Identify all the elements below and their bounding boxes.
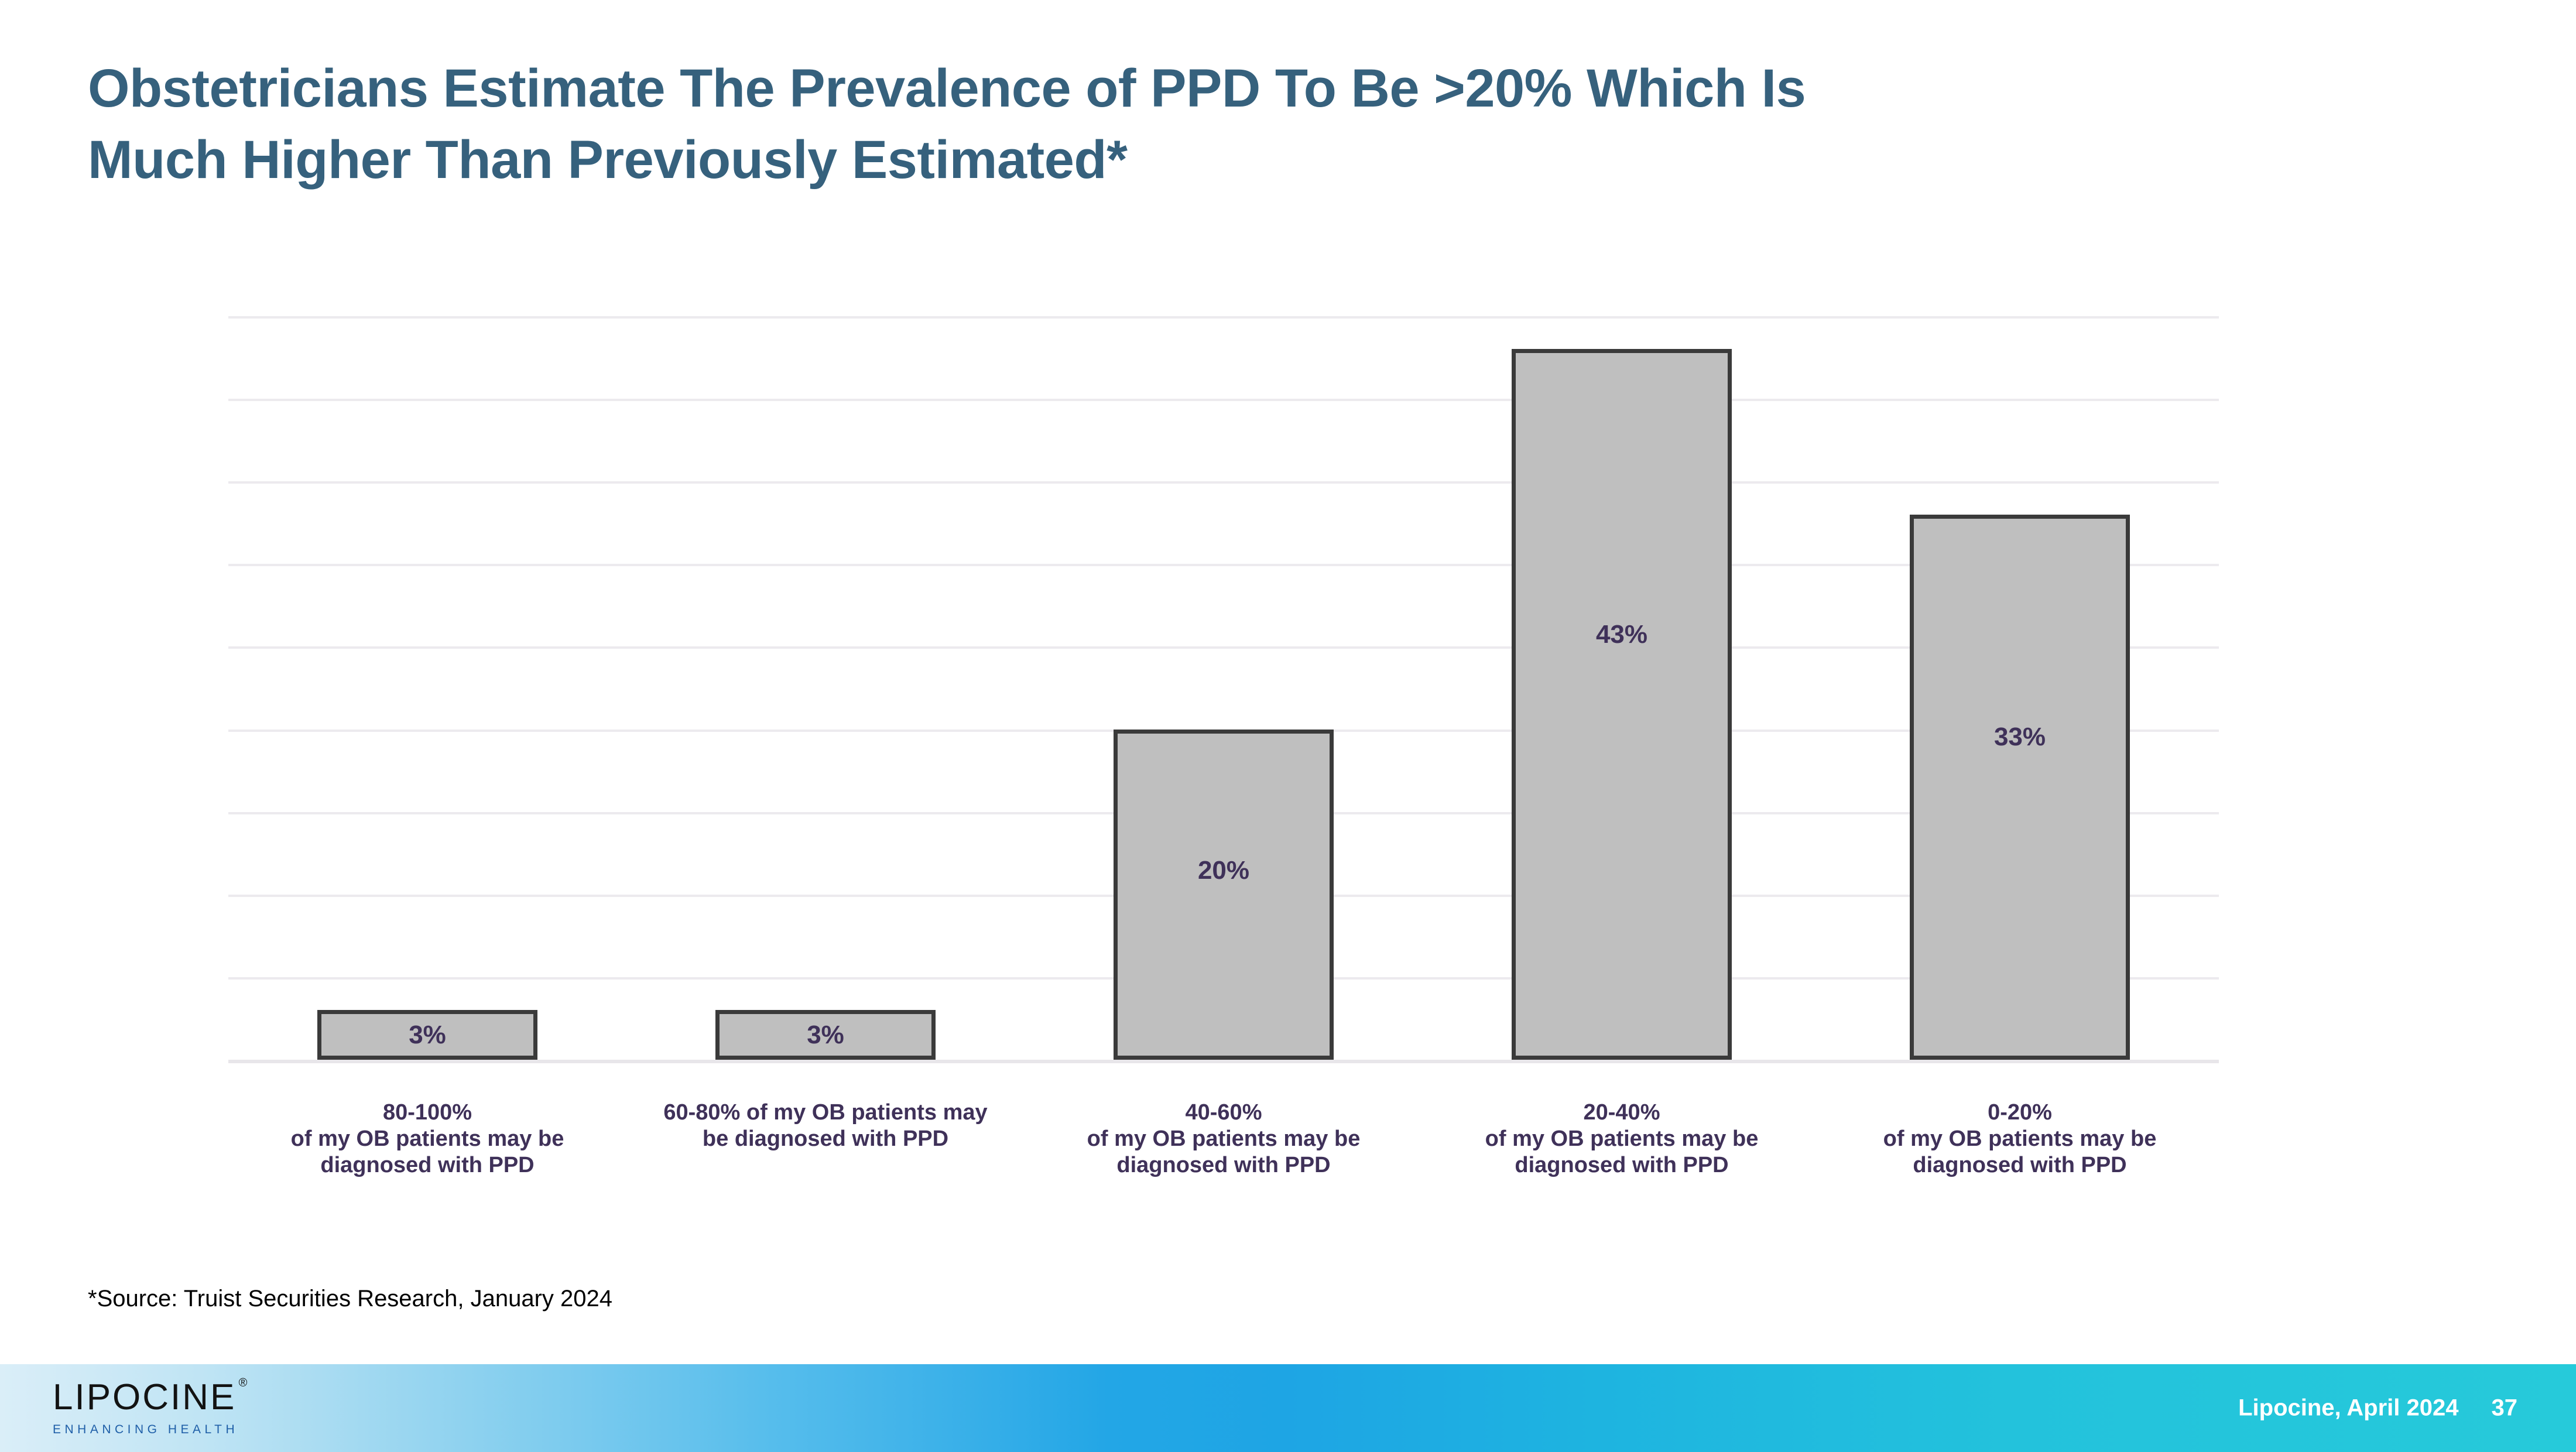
x-axis-category-label: 80-100% of my OB patients may be diagnosed… [228, 1100, 626, 1178]
x-axis-category-label: 20-40% of my OB patients may be diagnosed … [1423, 1100, 1821, 1178]
chart-category-labels: 80-100% of my OB patients may be diagnosed… [228, 1100, 2219, 1211]
footer-credit: Lipocine, April 2024 [2238, 1395, 2459, 1421]
gridline [228, 316, 2219, 319]
category-label-line: of my OB patients may be [1485, 1126, 1759, 1151]
category-label-line: of my OB patients may be [290, 1126, 564, 1151]
source-footnote: *Source: Truist Securities Research, Jan… [88, 1286, 612, 1311]
logo-wordmark: LIPOCINE ® [53, 1377, 247, 1417]
bar-value-label: 3% [807, 1020, 844, 1049]
bar[interactable]: 43% [1512, 349, 1732, 1060]
bar-column[interactable]: 20% [1114, 316, 1334, 1060]
page-title-line-1: Obstetricians Estimate The Prevalence of… [88, 59, 1806, 118]
bar[interactable]: 20% [1114, 729, 1334, 1060]
bar-column[interactable]: 43% [1512, 316, 1732, 1060]
logo-tagline: ENHANCING HEALTH [53, 1423, 239, 1436]
category-label-line: of my OB patients may be [1087, 1126, 1361, 1151]
category-label-line: diagnosed with PPD [320, 1152, 535, 1177]
category-label-line: diagnosed with PPD [1116, 1152, 1331, 1177]
category-label-line: of my OB patients may be [1883, 1126, 2157, 1151]
category-label-line: be diagnosed with PPD [702, 1126, 949, 1151]
bar-value-label: 43% [1595, 620, 1648, 649]
category-label-line: 80-100% [382, 1100, 472, 1125]
category-label-line: 20-40% [1583, 1100, 1660, 1125]
gridline [228, 481, 2219, 484]
x-axis-category-label: 40-60% of my OB patients may be diagnosed … [1025, 1100, 1423, 1178]
bar-column[interactable]: 33% [1910, 316, 2130, 1060]
registered-trademark-icon: ® [238, 1376, 249, 1389]
gridline [228, 646, 2219, 649]
gridline [228, 1060, 2219, 1063]
x-axis-category-label: 0-20% of my OB patients may be diagnosed w… [1821, 1100, 2219, 1178]
lipocine-logo: LIPOCINE ® ENHANCING HEALTH [53, 1377, 247, 1437]
x-axis-category-label: 60-80% of my OB patients may be diagnosed… [626, 1100, 1025, 1152]
bar-chart: 45%40%35%30%25%20%15%10%5%0% 3%3%20%43%3… [0, 275, 2576, 1095]
bar[interactable]: 3% [715, 1010, 936, 1060]
bar[interactable]: 33% [1910, 514, 2130, 1060]
category-label-line: 40-60% [1185, 1100, 1262, 1125]
bar-column[interactable]: 3% [715, 316, 936, 1060]
gridline [228, 564, 2219, 567]
page-title-line-2: Much Higher Than Previously Estimated* [88, 130, 1128, 190]
bar-value-label: 33% [1993, 722, 2046, 752]
category-label-line: diagnosed with PPD [1515, 1152, 1729, 1177]
category-label-line: 60-80% of my OB patients may [663, 1100, 988, 1125]
bar-value-label: 20% [1197, 855, 1250, 885]
bar-value-label: 3% [409, 1020, 446, 1049]
gridline [228, 399, 2219, 402]
slide-footer: LIPOCINE ® ENHANCING HEALTH Lipocine, Ap… [0, 1364, 2576, 1452]
chart-bars-layer: 3% 3% 20% 43% 33% [228, 316, 2219, 1060]
page-title: Obstetricians Estimate The Prevalence of… [88, 53, 2400, 196]
footer-right-group: Lipocine, April 2024 37 [2238, 1395, 2517, 1422]
bar-column[interactable]: 3% [317, 316, 537, 1060]
logo-wordmark-text: LIPOCINE [53, 1377, 237, 1417]
category-label-line: 0-20% [1988, 1100, 2052, 1125]
page-number: 37 [2491, 1395, 2518, 1421]
bar[interactable]: 3% [317, 1010, 537, 1060]
category-label-line: diagnosed with PPD [1913, 1152, 2127, 1177]
